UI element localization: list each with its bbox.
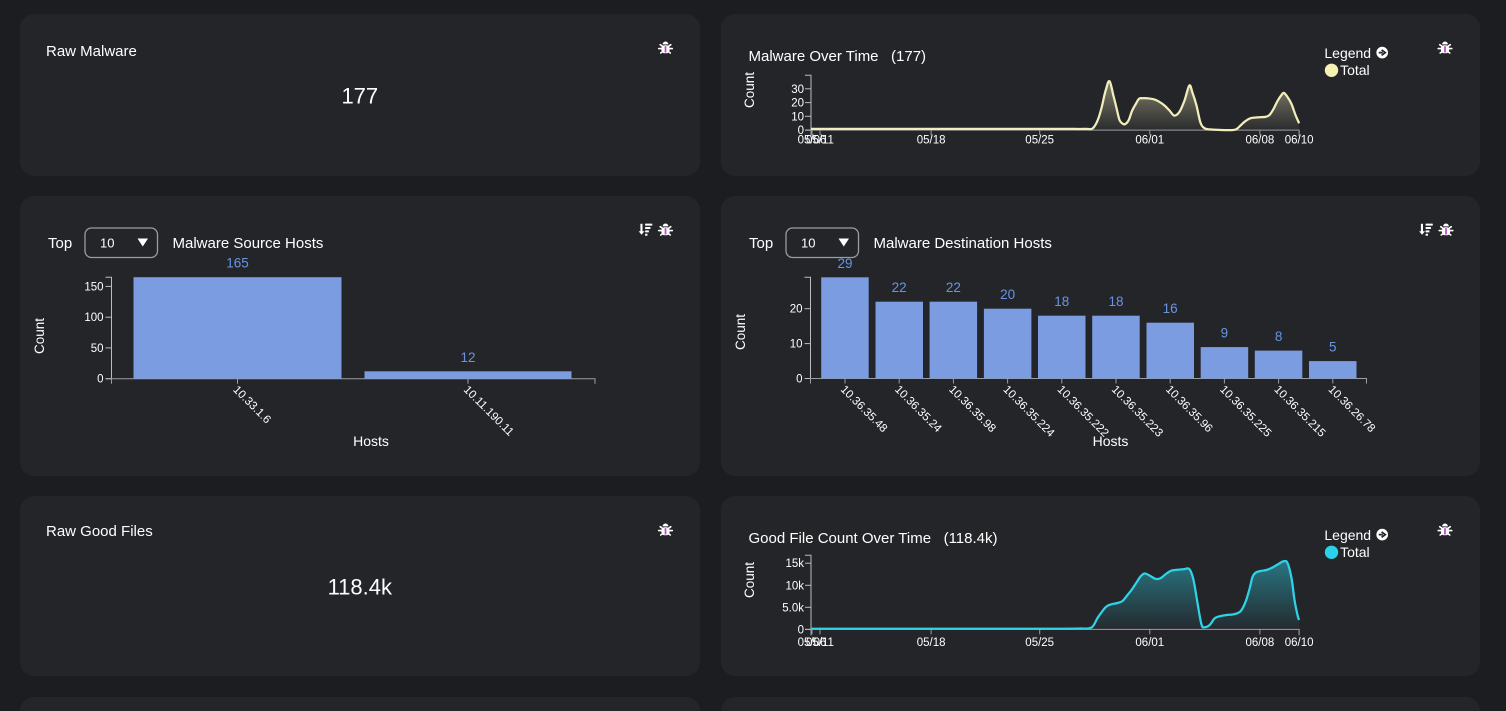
svg-text:05/25: 05/25 [1025,135,1054,147]
svg-text:8: 8 [1274,329,1282,344]
svg-text:06/01: 06/01 [1135,135,1164,147]
svg-text:Malware Over Time (177): Malware Over Time (177) [748,48,926,65]
svg-text:10.33.1.6: 10.33.1.6 [230,383,272,425]
svg-text:5: 5 [1329,339,1337,354]
svg-text:Total: Total [1340,544,1370,560]
svg-text:Top: Top [48,235,72,252]
svg-text:10: 10 [801,235,815,250]
svg-text:Hosts: Hosts [353,433,389,449]
svg-text:30: 30 [791,84,804,96]
svg-text:5.0k: 5.0k [782,602,804,614]
svg-text:22: 22 [945,280,960,295]
svg-text:10.36.35.96: 10.36.35.96 [1163,383,1214,434]
svg-text:10.36.35.225: 10.36.35.225 [1217,383,1273,439]
svg-text:50: 50 [91,342,104,354]
svg-text:10.36.35.223: 10.36.35.223 [1108,383,1164,439]
svg-text:Hosts: Hosts [1092,433,1128,449]
svg-text:22: 22 [891,280,906,295]
svg-text:10.36.26.78: 10.36.26.78 [1325,383,1376,434]
svg-text:Top: Top [749,235,773,252]
svg-text:177: 177 [341,84,378,109]
svg-text:0: 0 [796,373,802,385]
svg-text:06/01: 06/01 [1135,637,1164,649]
svg-text:150: 150 [84,281,103,293]
svg-text:12: 12 [460,349,475,364]
svg-text:165: 165 [226,255,249,270]
svg-text:Count: Count [741,562,756,598]
svg-text:Raw Good Files: Raw Good Files [46,523,153,540]
svg-text:0: 0 [97,373,103,385]
svg-text:0: 0 [797,125,803,137]
svg-text:06/10: 06/10 [1284,135,1313,147]
svg-text:Good File Count Over Time (1: Good File Count Over Time (118.4k) [748,530,997,547]
svg-text:18: 18 [1054,294,1069,309]
svg-text:100: 100 [84,312,103,324]
svg-text:118.4k: 118.4k [328,575,393,600]
svg-text:05/06: 05/06 [797,135,826,147]
svg-text:9: 9 [1220,325,1228,340]
svg-text:20: 20 [789,303,802,315]
svg-text:05/11: 05/11 [806,135,834,147]
svg-text:Total: Total [1340,62,1370,78]
svg-text:10.36.35.215: 10.36.35.215 [1271,383,1327,439]
svg-text:10.36.35.24: 10.36.35.24 [892,383,944,435]
svg-text:Count: Count [32,317,47,353]
svg-text:Legend: Legend [1324,45,1371,61]
svg-text:10.11.190.11: 10.11.190.11 [461,383,516,438]
svg-text:10.36.35.224: 10.36.35.224 [1000,383,1056,439]
svg-text:10.36.35.222: 10.36.35.222 [1054,383,1110,439]
svg-text:18: 18 [1108,294,1123,309]
svg-text:29: 29 [837,255,852,270]
svg-text:15k: 15k [785,558,804,570]
svg-text:Count: Count [741,72,756,108]
svg-text:10: 10 [789,338,802,350]
svg-text:0: 0 [797,624,803,636]
svg-text:10: 10 [791,111,804,123]
svg-text:05/06: 05/06 [797,637,826,649]
svg-text:05/11: 05/11 [806,637,834,649]
svg-text:Malware Destination Hosts: Malware Destination Hosts [873,235,1051,252]
svg-text:10.36.35.48: 10.36.35.48 [837,383,888,434]
svg-text:10: 10 [100,235,114,250]
svg-text:Raw Malware: Raw Malware [46,43,137,60]
svg-text:05/18: 05/18 [916,637,945,649]
svg-text:20: 20 [791,98,804,110]
svg-text:10.36.35.98: 10.36.35.98 [946,383,997,434]
svg-text:Malware Source Hosts: Malware Source Hosts [173,235,324,252]
svg-text:Legend: Legend [1324,527,1371,543]
svg-text:20: 20 [1000,287,1015,302]
svg-text:06/08: 06/08 [1245,135,1274,147]
svg-text:Count: Count [733,313,748,349]
svg-text:10k: 10k [785,580,804,592]
svg-text:05/25: 05/25 [1025,637,1054,649]
svg-text:06/10: 06/10 [1284,637,1313,649]
svg-text:05/18: 05/18 [916,135,945,147]
svg-text:16: 16 [1162,301,1177,316]
svg-text:06/08: 06/08 [1245,637,1274,649]
